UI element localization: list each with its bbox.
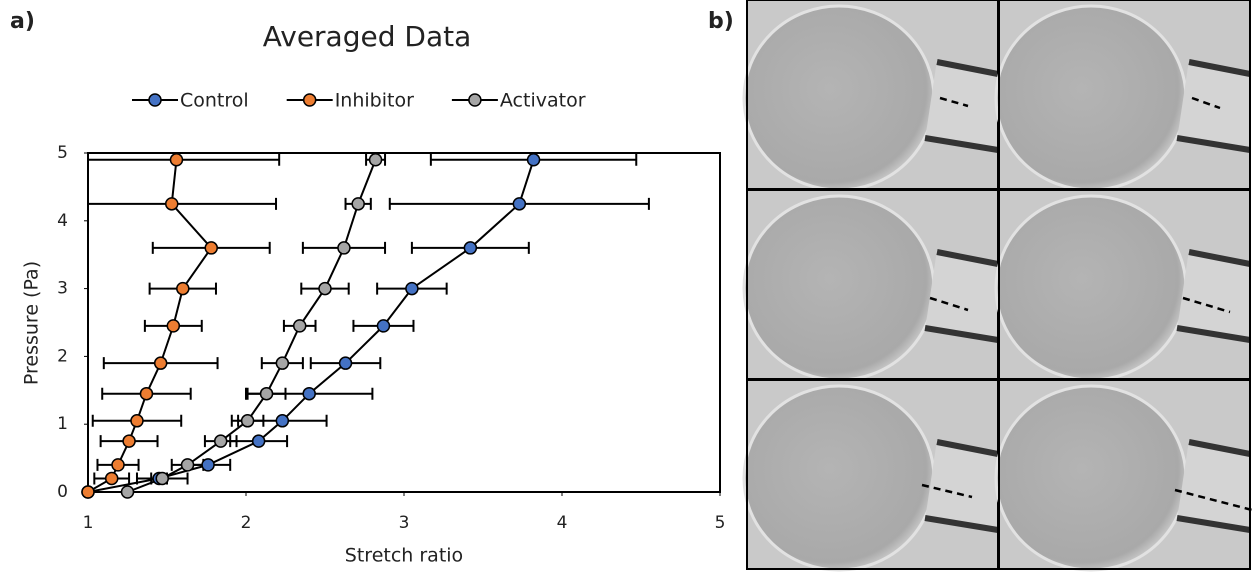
measure-line xyxy=(921,483,973,499)
y-tick-label: 2 xyxy=(57,346,68,366)
cell-body xyxy=(994,384,1188,572)
x-tick-label: 2 xyxy=(241,513,252,533)
data-point xyxy=(130,414,144,428)
data-point xyxy=(463,241,478,255)
pipette xyxy=(1177,250,1250,340)
pipette-edge xyxy=(1176,439,1251,533)
micrograph xyxy=(994,0,1251,192)
chart-title: Averaged Data xyxy=(263,20,472,53)
data-point xyxy=(526,153,541,167)
x-tick-label: 3 xyxy=(399,513,410,533)
data-point xyxy=(201,458,215,472)
panel-label: b) xyxy=(708,9,734,34)
pipette xyxy=(925,440,998,530)
data-point xyxy=(251,434,266,448)
error-bars xyxy=(88,153,650,485)
y-tick-label: 4 xyxy=(57,211,68,231)
data-point xyxy=(351,197,365,211)
cell-body xyxy=(994,194,1188,382)
legend-label: Activator xyxy=(500,90,586,112)
pipette-edge xyxy=(1176,59,1251,153)
cell-body xyxy=(994,4,1188,192)
x-tick-label: 1 xyxy=(83,513,94,533)
x-tick-label: 4 xyxy=(557,513,568,533)
data-point xyxy=(318,281,332,296)
data-point xyxy=(337,241,351,255)
cell-body xyxy=(742,4,936,192)
legend-marker xyxy=(468,93,482,107)
micrograph xyxy=(742,189,999,382)
y-axis-label: Pressure (Pa) xyxy=(21,261,43,385)
data-point xyxy=(302,386,316,401)
chart: Averaged Data Stretch ratio Pressure (Pa) 1… xyxy=(21,20,726,567)
measure-line xyxy=(929,296,969,312)
pipette-edge xyxy=(924,249,999,343)
data-point xyxy=(368,153,383,167)
legend-label: Inhibitor xyxy=(335,90,414,112)
data-point xyxy=(512,197,527,211)
data-point xyxy=(213,434,228,448)
y-tick-label: 3 xyxy=(57,279,68,299)
panel-label: a) xyxy=(10,9,35,34)
data-point xyxy=(166,319,181,333)
series-line xyxy=(87,159,535,493)
pipette-edge xyxy=(1176,249,1251,343)
pipette xyxy=(925,60,998,150)
image-border xyxy=(998,379,1251,570)
data-point xyxy=(275,356,290,370)
data-point xyxy=(204,241,218,255)
measure-line xyxy=(1191,96,1221,110)
data-point xyxy=(169,153,184,167)
data-point xyxy=(81,485,95,499)
data-point xyxy=(259,386,274,401)
data-point xyxy=(164,197,179,211)
data-point xyxy=(139,386,154,401)
data-point xyxy=(104,471,119,486)
pipette xyxy=(1177,60,1250,150)
micrograph xyxy=(742,0,999,192)
micrograph xyxy=(994,379,1252,572)
data-point xyxy=(153,356,168,370)
pipette xyxy=(1177,440,1250,530)
data-point xyxy=(275,414,290,428)
data-point xyxy=(155,471,170,486)
micrograph xyxy=(994,189,1251,382)
legend-marker xyxy=(148,93,162,107)
pipette-edge xyxy=(924,439,999,533)
measure-line xyxy=(1174,488,1252,512)
x-tick-label: 5 xyxy=(715,513,726,533)
data-point xyxy=(180,458,195,472)
micrograph xyxy=(742,379,999,572)
x-axis-label: Stretch ratio xyxy=(345,545,463,567)
data-point xyxy=(111,458,125,472)
cell-body xyxy=(742,384,936,572)
image-grid xyxy=(742,0,1252,572)
legend-marker xyxy=(302,93,317,107)
y-tick-label: 5 xyxy=(57,143,68,163)
data-point xyxy=(176,281,190,296)
data-point xyxy=(292,319,307,333)
plot-area xyxy=(88,153,650,485)
y-tick-label: 1 xyxy=(57,414,68,434)
legend-label: Control xyxy=(180,90,249,112)
data-point xyxy=(376,319,391,333)
measure-line xyxy=(939,96,969,108)
measure-line xyxy=(1182,296,1231,314)
data-point xyxy=(120,485,135,499)
data-point xyxy=(405,281,419,296)
pipette-edge xyxy=(924,59,999,153)
cell-body xyxy=(742,194,936,382)
data-point xyxy=(338,356,353,370)
data-point xyxy=(122,434,136,448)
markers xyxy=(81,153,541,499)
pipette xyxy=(925,250,998,340)
data-point xyxy=(240,414,255,428)
y-tick-label: 0 xyxy=(57,482,68,502)
